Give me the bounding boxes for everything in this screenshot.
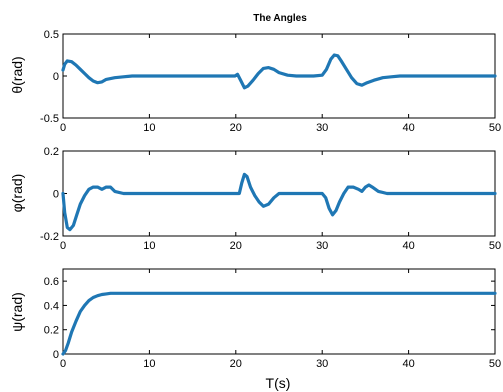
phi-ytick-label: 0.2 (44, 146, 59, 158)
theta-xtick-label: 50 (489, 122, 501, 134)
subplot-phi: φ(rad) 0 10 20 30 40 50-0.200.2 (9, 146, 501, 252)
psi-ytick-label: 0.4 (44, 300, 59, 312)
psi-xtick-label: 20 (230, 358, 242, 370)
psi-ytick-label: 0.2 (44, 325, 59, 337)
subplot-theta: θ(rad) 0 10 20 30 40 50-0.500.5 (9, 29, 501, 134)
psi-ytick-label: 0.6 (44, 276, 59, 288)
phi-ytick-label: 0 (53, 189, 59, 201)
psi-xtick-label: 30 (316, 358, 328, 370)
psi-xtick-label: 10 (143, 358, 155, 370)
theta-ytick-label: 0.5 (44, 29, 59, 41)
figure-title: The Angles (253, 13, 307, 24)
phi-xtick-label: 30 (316, 240, 328, 252)
subplot-psi: ψ(rad) 0 10 20 30 40 50 0 0.2 0.4 0.6 (9, 268, 501, 370)
psi-ylabel: ψ(rad) (9, 292, 25, 332)
theta-xtick-label: 30 (316, 122, 328, 134)
theta-ylabel: θ(rad) (9, 56, 25, 93)
x-axis-label: T(s) (266, 375, 291, 391)
phi-xtick-label: 10 (143, 240, 155, 252)
theta-xtick-label: 40 (402, 122, 414, 134)
psi-xtick-label: 0 (60, 358, 66, 370)
phi-ytick-label: -0.2 (40, 231, 59, 243)
theta-xtick-label: 0 (60, 122, 66, 134)
phi-series-line (61, 172, 497, 232)
theta-xtick-label: 20 (230, 122, 242, 134)
phi-xtick-label: 50 (489, 240, 501, 252)
theta-series-line (61, 53, 497, 90)
psi-axes-frame (62, 268, 496, 355)
psi-xtick-label: 40 (402, 358, 414, 370)
phi-xtick-label: 40 (402, 240, 414, 252)
psi-xtick-label: 50 (489, 358, 501, 370)
phi-xtick-label: 20 (230, 240, 242, 252)
theta-ytick-label: -0.5 (40, 113, 59, 125)
phi-xtick-label: 0 (60, 240, 66, 252)
theta-xtick-label: 10 (143, 122, 155, 134)
phi-ylabel: φ(rad) (9, 174, 25, 213)
theta-ytick-label: 0 (53, 71, 59, 83)
psi-ytick-label: 0 (53, 349, 59, 361)
psi-series-line (61, 291, 497, 356)
